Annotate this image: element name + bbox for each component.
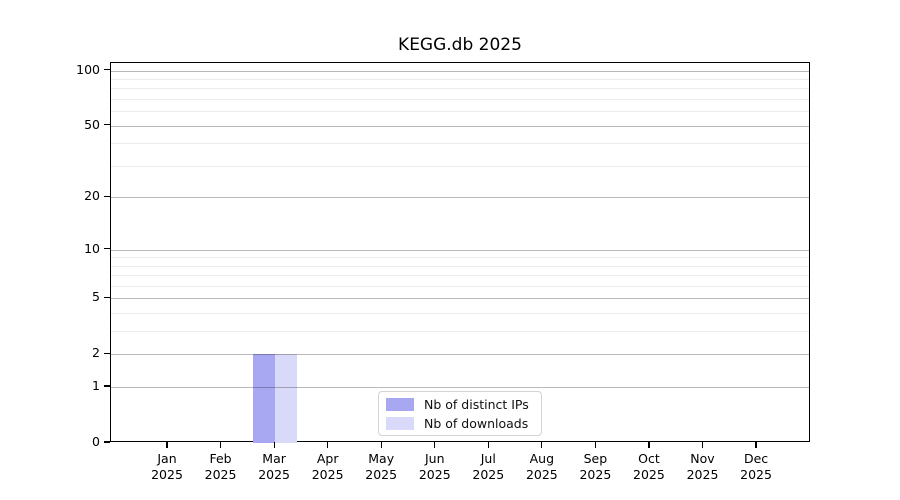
x-tick-label-month-aug: Aug (529, 451, 555, 466)
x-tick-label-month-jun: Jun (424, 451, 445, 466)
y-tick-10 (104, 247, 110, 250)
y-tick-label-5: 5 (92, 289, 100, 305)
y-tick-label-100: 100 (76, 61, 100, 77)
gridline-minor-3 (111, 331, 809, 333)
y-tick-0 (104, 441, 110, 443)
gridline-minor-9 (111, 257, 809, 259)
x-tick-jan (166, 442, 168, 448)
bar-downloads-mar (275, 354, 297, 443)
x-tick-label-month-dec: Dec (743, 451, 769, 466)
x-tick-may (380, 442, 382, 448)
gridline-minor-40 (111, 143, 809, 145)
gridline-minor-80 (111, 88, 809, 90)
y-tick-label-20: 20 (84, 188, 100, 204)
x-tick-label-year-apr: 2025 (311, 467, 344, 482)
x-tick-aug (541, 442, 543, 448)
gridline-minor-4 (111, 313, 809, 315)
x-tick-apr (327, 442, 329, 448)
y-tick-label-2: 2 (92, 345, 100, 361)
y-tick-100 (104, 69, 110, 71)
y-tick-2 (104, 352, 110, 354)
x-tick-label-year-sep: 2025 (579, 467, 612, 482)
x-tick-label-year-aug: 2025 (525, 467, 558, 482)
gridline-major-1 (111, 387, 809, 389)
x-tick-label-month-sep: Sep (583, 451, 608, 466)
gridline-major-20 (111, 197, 809, 199)
x-tick-label-year-jun: 2025 (418, 467, 451, 482)
x-tick-label-year-feb: 2025 (204, 467, 237, 482)
gridline-minor-6 (111, 285, 809, 287)
x-tick-oct (648, 442, 650, 448)
x-tick-label-month-jul: Jul (480, 451, 496, 466)
y-tick-50 (104, 124, 110, 126)
x-tick-label-year-mar: 2025 (258, 467, 290, 482)
gridline-minor-30 (111, 165, 809, 167)
x-tick-nov (701, 442, 704, 448)
gridline-major-2 (111, 354, 809, 356)
x-tick-label-month-jan: Jan (157, 451, 177, 466)
x-tick-label-year-jan: 2025 (151, 467, 183, 482)
y-tick-5 (104, 296, 110, 298)
gridline-major-5 (111, 298, 809, 300)
y-tick-label-10: 10 (84, 240, 100, 256)
gridline-minor-90 (111, 79, 809, 81)
y-tick-label-1: 1 (92, 378, 100, 394)
gridline-minor-60 (111, 111, 809, 113)
x-tick-label-month-mar: Mar (262, 451, 286, 466)
legend-row-downloads: Nb of downloads (386, 415, 541, 431)
chart-title: KEGG.db 2025 (398, 35, 522, 55)
bar-distinct-ips-mar (253, 354, 276, 443)
gridline-minor-8 (111, 265, 809, 267)
y-tick-label-50: 50 (84, 116, 100, 132)
x-tick-label-month-oct: Oct (638, 451, 660, 466)
gridline-minor-70 (111, 99, 809, 101)
y-tick-label-0: 0 (92, 434, 100, 449)
x-tick-sep (594, 442, 596, 448)
legend-row-distinct-ips: Nb of distinct IPs (386, 396, 541, 412)
y-tick-1 (104, 385, 110, 387)
plot-area (110, 62, 810, 443)
legend-swatch-downloads (386, 416, 414, 430)
x-tick-label-year-may: 2025 (365, 467, 398, 482)
legend: Nb of distinct IPs Nb of downloads (378, 391, 542, 436)
x-tick-jul (487, 442, 489, 448)
legend-label-distinct-ips: Nb of distinct IPs (424, 396, 529, 412)
x-tick-jun (434, 442, 436, 448)
gridline-major-100 (111, 70, 809, 72)
x-tick-dec (755, 442, 757, 448)
legend-swatch-distinct-ips (386, 397, 414, 411)
x-tick-label-year-nov: 2025 (686, 467, 719, 482)
gridline-major-50 (111, 125, 809, 127)
x-tick-feb (219, 442, 222, 448)
x-tick-mar (273, 442, 275, 448)
x-tick-label-year-oct: 2025 (633, 467, 665, 482)
x-tick-label-year-dec: 2025 (740, 467, 772, 482)
x-tick-label-month-apr: Apr (316, 451, 339, 466)
x-tick-label-year-jul: 2025 (472, 467, 505, 482)
y-tick-20 (104, 195, 110, 197)
gridline-minor-7 (111, 275, 809, 277)
x-tick-label-month-feb: Feb (209, 451, 232, 466)
x-tick-label-month-nov: Nov (690, 451, 715, 466)
gridline-major-10 (111, 249, 809, 251)
x-tick-label-month-may: May (368, 451, 395, 466)
legend-label-downloads: Nb of downloads (424, 415, 529, 431)
